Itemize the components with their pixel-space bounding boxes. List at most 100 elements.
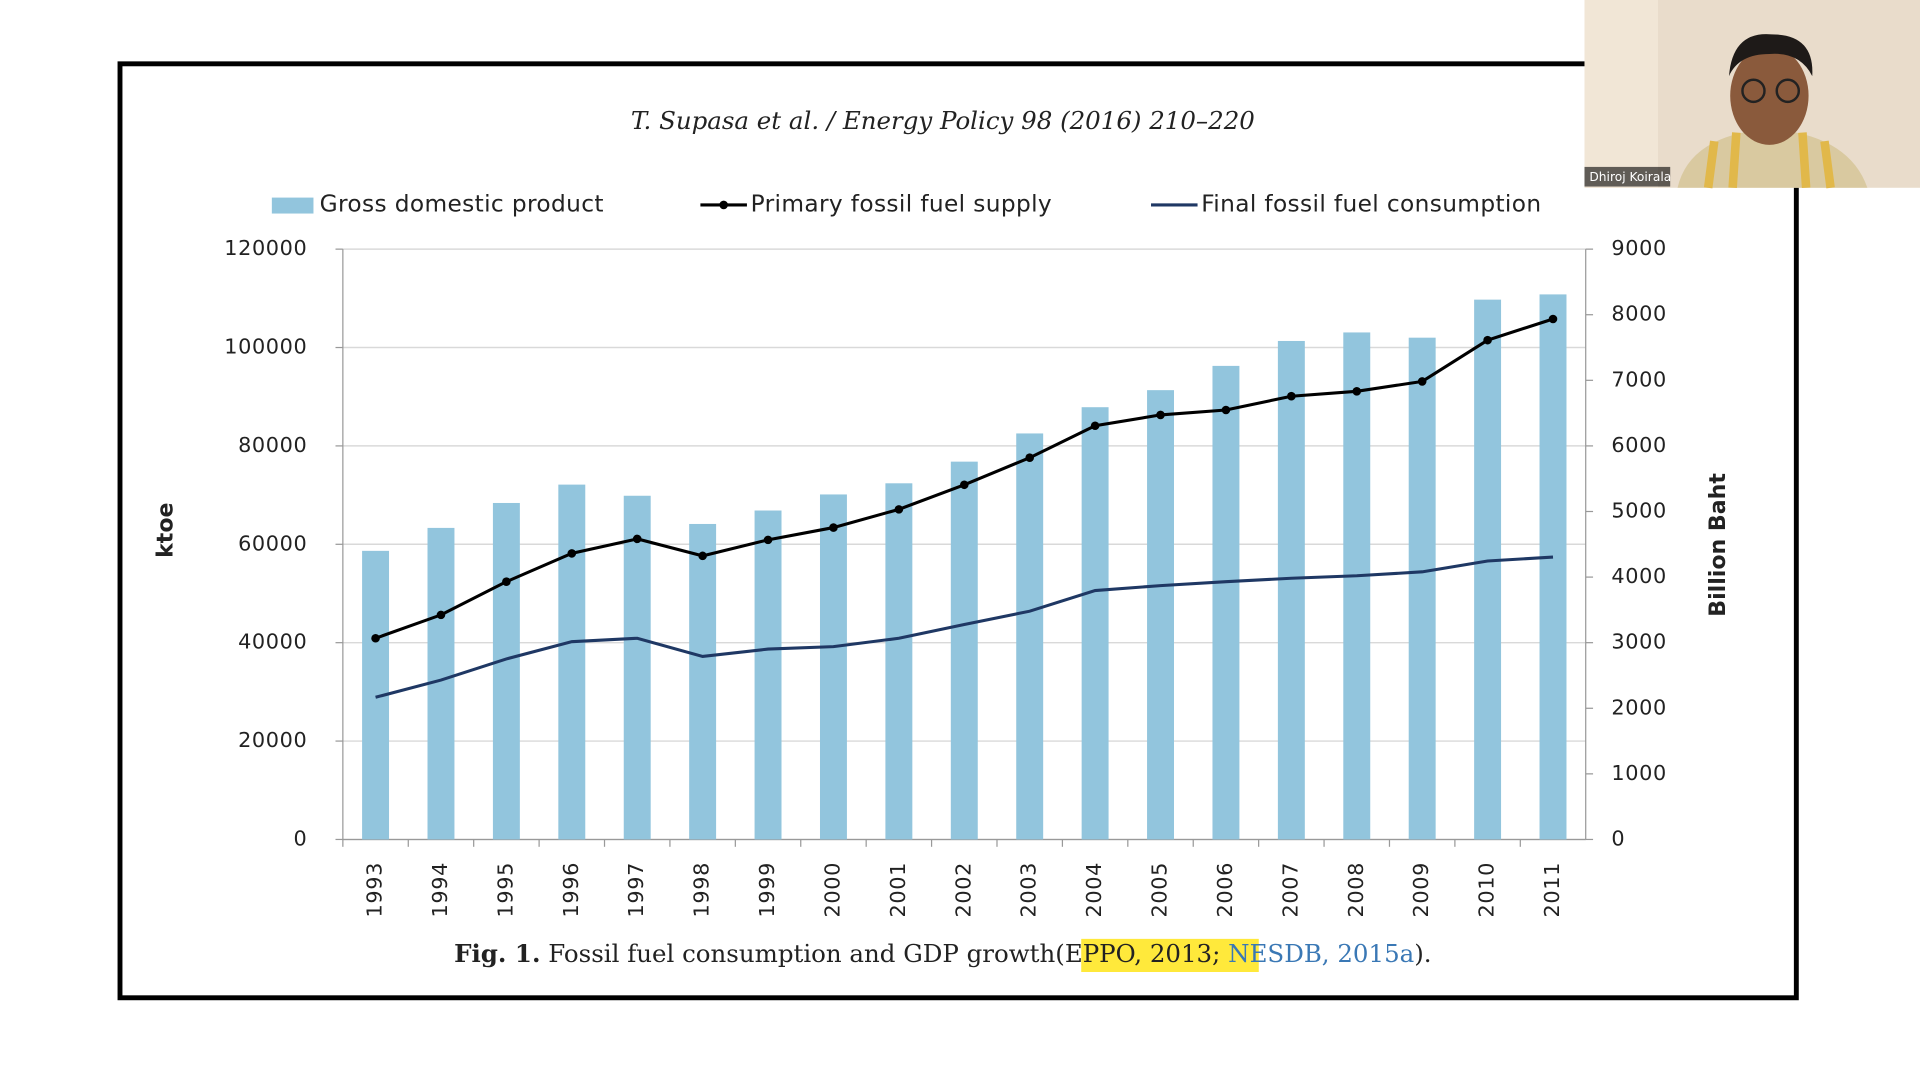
bar bbox=[754, 510, 782, 840]
x-tick-label: 2004 bbox=[1082, 862, 1106, 918]
line-marker bbox=[371, 633, 380, 643]
y-tick-label: 60000 bbox=[238, 531, 307, 555]
bar bbox=[1277, 340, 1305, 840]
legend-label: Gross domestic product bbox=[320, 190, 604, 217]
legend-label: Primary fossil fuel supply bbox=[751, 190, 1052, 217]
caption-text: Fossil fuel consumption and GDP growth bbox=[548, 938, 1055, 967]
caption-open: (EPPO, 2013 bbox=[1055, 938, 1212, 967]
x-tick-label: 2011 bbox=[1540, 862, 1564, 918]
webcam-tile: Dhiroj Koirala bbox=[1584, 0, 1920, 189]
y2-tick-label: 6000 bbox=[1611, 433, 1666, 457]
y2-tick-label: 3000 bbox=[1611, 630, 1666, 654]
y2-tick-label: 9000 bbox=[1611, 236, 1666, 260]
caption-label: Fig. 1. bbox=[454, 938, 540, 967]
bar bbox=[558, 484, 586, 840]
name-tag bbox=[1584, 166, 1671, 187]
bar bbox=[1147, 390, 1174, 840]
x-tick-label: 2000 bbox=[820, 862, 844, 918]
bar bbox=[623, 495, 651, 840]
bar bbox=[1408, 337, 1436, 840]
y-tick-label: 20000 bbox=[238, 728, 307, 752]
y2-tick-label: 0 bbox=[1611, 826, 1625, 850]
x-tick-label: 2003 bbox=[1017, 862, 1041, 918]
x-tick-label: 1997 bbox=[624, 862, 648, 918]
bar bbox=[1081, 407, 1109, 840]
line-marker bbox=[1221, 405, 1231, 415]
y2-tick-label: 1000 bbox=[1611, 761, 1666, 785]
chart: 0 20000 40000 60000 80000 100000 120000 0 1000 20… bbox=[154, 190, 1732, 917]
glasses bbox=[1741, 78, 1766, 104]
line-marker bbox=[829, 523, 838, 532]
caption-close: ). bbox=[1414, 938, 1431, 967]
x-tick-label: 2006 bbox=[1213, 862, 1237, 918]
x-tick-label: 2008 bbox=[1344, 862, 1368, 918]
paper-header: T. Supasa et al. / Energy Policy 98 (201… bbox=[631, 106, 1255, 135]
x-tick-label: 1995 bbox=[493, 862, 517, 918]
bar bbox=[1016, 433, 1044, 840]
x-tick-label: 1998 bbox=[690, 862, 714, 918]
x-tick-label: 1993 bbox=[363, 862, 387, 918]
line-marker bbox=[1483, 335, 1492, 345]
y2-tick-label: 8000 bbox=[1611, 302, 1666, 326]
bar bbox=[1212, 365, 1240, 840]
line-marker bbox=[1352, 387, 1362, 396]
line-marker bbox=[436, 610, 446, 620]
figure-caption: Fig. 1. Fossil fuel consumption and GDP … bbox=[454, 938, 1431, 967]
glasses bbox=[1775, 78, 1800, 104]
y-tick-label: 0 bbox=[293, 826, 307, 850]
legend-swatch bbox=[271, 197, 314, 214]
x-tick-label: 2005 bbox=[1148, 862, 1172, 918]
line-marker bbox=[502, 577, 511, 586]
bar bbox=[885, 483, 913, 840]
shirt-stripes bbox=[1703, 132, 1835, 189]
x-tick-label: 2009 bbox=[1409, 862, 1433, 918]
line-marker bbox=[894, 505, 904, 514]
caption-separator: ; bbox=[1212, 938, 1220, 967]
line-marker bbox=[1417, 377, 1427, 386]
line-marker bbox=[763, 535, 773, 545]
webcam-wall bbox=[1584, 0, 1658, 188]
y-tick-label: 80000 bbox=[238, 433, 307, 457]
y-tick-label: 100000 bbox=[224, 335, 307, 359]
x-tick-label: 1996 bbox=[559, 862, 583, 918]
line-series bbox=[375, 555, 1554, 699]
highlight bbox=[1081, 938, 1259, 972]
x-tick-label: 2007 bbox=[1278, 862, 1302, 918]
legend-marker bbox=[719, 200, 728, 210]
bar bbox=[950, 461, 978, 840]
y2-axis-title: Billion Baht bbox=[1706, 473, 1731, 617]
bar bbox=[689, 523, 717, 840]
line-marker bbox=[632, 534, 642, 544]
caption-reference[interactable]: NESDB, 2015a bbox=[1228, 938, 1414, 967]
legend-label: Final fossil fuel consumption bbox=[1201, 190, 1541, 217]
bar bbox=[1474, 299, 1502, 840]
line-marker bbox=[1090, 421, 1100, 431]
line-marker bbox=[1025, 453, 1034, 463]
bar bbox=[819, 494, 847, 840]
y-tick-label: 120000 bbox=[224, 236, 307, 260]
line-marker bbox=[1287, 391, 1296, 401]
bar bbox=[1343, 332, 1371, 840]
y2-tick-label: 5000 bbox=[1611, 498, 1666, 522]
x-tick-label: 1999 bbox=[755, 862, 779, 918]
line-marker bbox=[960, 480, 969, 490]
y2-tick-label: 4000 bbox=[1611, 564, 1666, 588]
person-face bbox=[1730, 46, 1809, 145]
person-hair bbox=[1728, 34, 1813, 77]
x-tick-label: 2002 bbox=[951, 862, 975, 918]
bar bbox=[1539, 294, 1567, 840]
y-tick-label: 40000 bbox=[238, 630, 307, 654]
bar bbox=[492, 502, 520, 840]
participant-name: Dhiroj Koirala bbox=[1589, 170, 1671, 184]
line-marker bbox=[1156, 410, 1165, 420]
x-tick-label: 2010 bbox=[1475, 862, 1499, 918]
line-marker bbox=[698, 551, 707, 561]
y2-tick-label: 2000 bbox=[1611, 695, 1666, 719]
y2-tick-label: 7000 bbox=[1611, 367, 1666, 391]
line-marker bbox=[1548, 314, 1558, 324]
person-shirt bbox=[1677, 128, 1868, 188]
x-tick-label: 1994 bbox=[428, 862, 452, 918]
y-axis-title: ktoe bbox=[154, 502, 179, 557]
